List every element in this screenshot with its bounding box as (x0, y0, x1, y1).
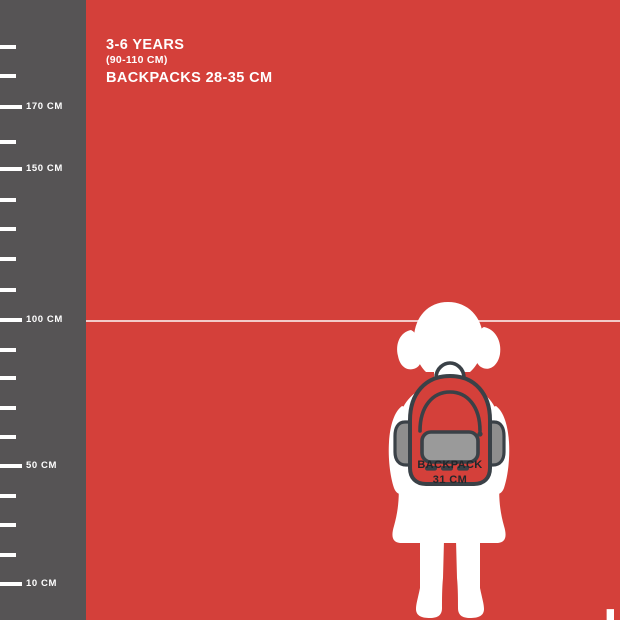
ruler-tick (0, 288, 16, 292)
ruler-tick (0, 105, 22, 109)
backpack-caption-line1: BACKPACK (417, 459, 483, 471)
ruler-tick (0, 582, 22, 586)
height-ruler: 170 CM 150 CM 100 CM 50 CM 10 CM (0, 0, 86, 620)
ruler-tick (0, 74, 16, 78)
ruler-tick (0, 227, 16, 231)
backpack-icon (393, 361, 506, 486)
ruler-tick (0, 494, 16, 498)
ruler-tick-label: 170 CM (26, 101, 63, 112)
ruler-tick-label: 50 CM (26, 460, 57, 471)
ruler-tick-label: 10 CM (26, 578, 57, 589)
ruler-tick-label: 150 CM (26, 163, 63, 174)
height-guide-line (86, 320, 620, 322)
backpack-pocket-dashes (425, 466, 469, 471)
ruler-tick-label: 100 CM (26, 314, 63, 325)
age-range-label: 3-6 YEARS (106, 37, 185, 53)
backpack-lid-seam (418, 390, 482, 433)
ruler-tick (0, 45, 16, 49)
ruler-tick (0, 318, 22, 322)
category-label: PRESCHOOL (554, 606, 620, 620)
height-range-label: (90-110 CM) (106, 54, 168, 67)
ruler-tick (0, 523, 16, 527)
ruler-tick (0, 553, 16, 557)
ruler-tick (0, 406, 16, 410)
ruler-tick (0, 140, 16, 144)
ruler-tick (0, 348, 16, 352)
header-info-block: 3-6 YEARS (90-110 CM) BACKPACKS 28-35 CM (106, 37, 273, 87)
ruler-tick (0, 435, 16, 439)
backpack-size-caption: BACKPACK 31 CM (398, 458, 502, 488)
ruler-tick (0, 257, 16, 261)
backpack-zipper-pull (477, 431, 483, 437)
backpack-size-range-label: BACKPACKS 28-35 CM (106, 70, 273, 87)
ruler-tick (0, 167, 22, 171)
ruler-tick (0, 464, 22, 468)
backpack-left-strap (393, 420, 413, 467)
child-figure-with-backpack (378, 300, 528, 620)
ruler-tick (0, 198, 16, 202)
backpack-caption-line2: 31 CM (432, 473, 468, 486)
backpack-front-pocket (420, 430, 480, 464)
backpack-handle (434, 361, 466, 380)
ruler-tick (0, 376, 16, 380)
